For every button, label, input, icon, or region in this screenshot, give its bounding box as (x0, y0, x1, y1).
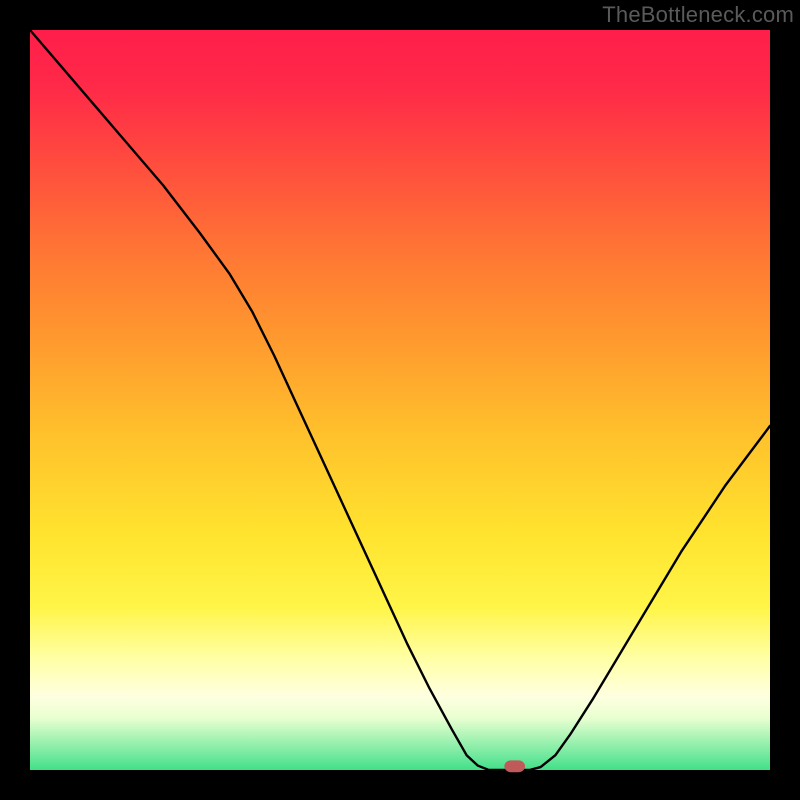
watermark-text: TheBottleneck.com (602, 2, 794, 28)
optimal-point-marker (504, 760, 525, 772)
bottleneck-chart (0, 0, 800, 800)
gradient-background (30, 30, 770, 770)
chart-container: TheBottleneck.com (0, 0, 800, 800)
